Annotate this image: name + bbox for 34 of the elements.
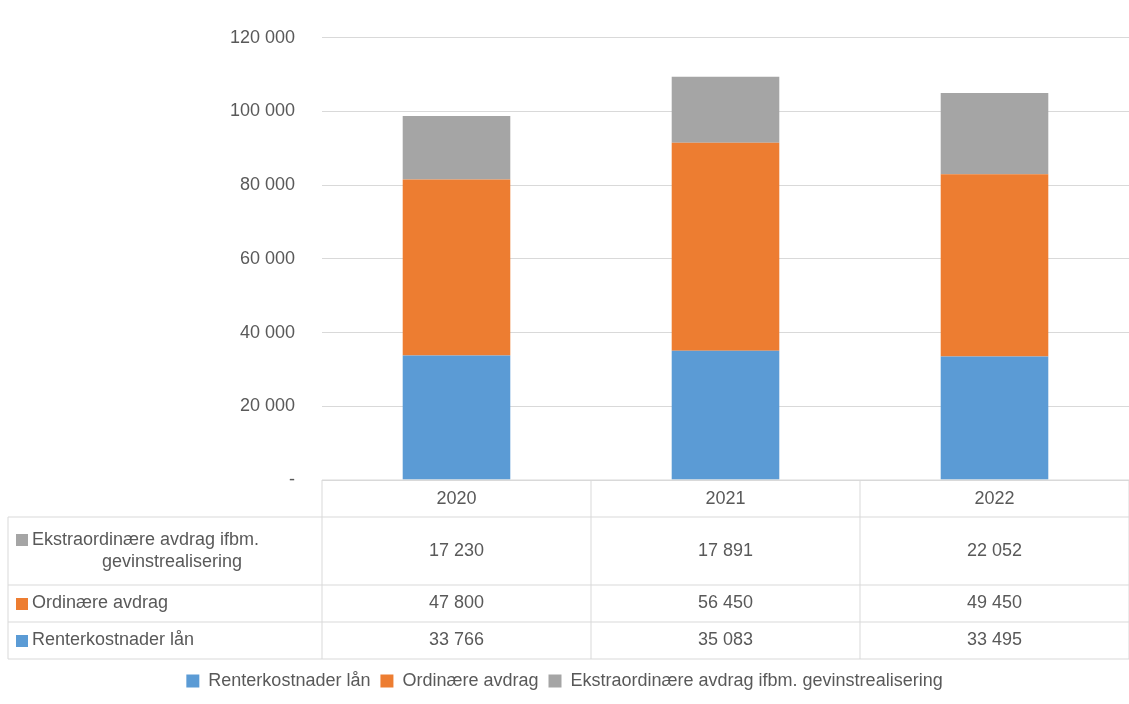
data-label: 17 230 xyxy=(428,539,485,560)
data-label: 56 450 xyxy=(697,592,754,613)
y-tick-label: 60 000 xyxy=(239,247,295,268)
bar xyxy=(671,142,780,351)
y-tick-label: - xyxy=(289,468,295,489)
text: Ekstraordinære avdrag ifbm. gevinstrealisering xyxy=(570,669,943,690)
bar xyxy=(402,115,511,180)
legend-label: Ordinære avdrag xyxy=(402,669,539,690)
data-label: 33 766 xyxy=(428,629,485,650)
y-tick-label: 40 000 xyxy=(239,321,295,342)
text: Ordinære avdrag xyxy=(32,592,169,613)
bar xyxy=(671,350,780,480)
text: Renterkostnader lån xyxy=(32,629,195,650)
data-label: 35 083 xyxy=(697,629,754,650)
bar xyxy=(940,93,1049,175)
bar xyxy=(402,179,511,356)
data-label: 33 495 xyxy=(966,629,1023,650)
y-tick-label: 80 000 xyxy=(239,174,295,195)
data-label: 22 052 xyxy=(966,539,1023,560)
bar xyxy=(940,174,1049,357)
bar xyxy=(940,356,1049,480)
y-tick-label: 100 000 xyxy=(229,100,295,121)
y-tick-label: 20 000 xyxy=(239,395,295,416)
legend-label: Ekstraordinære avdrag ifbm. gevinstrealisering xyxy=(32,528,260,571)
data-label: 49 450 xyxy=(966,592,1023,613)
x-tick-label: 2022 xyxy=(974,487,1015,508)
x-tick-label: 2020 xyxy=(436,487,477,508)
data-label: 17 891 xyxy=(697,539,754,560)
x-tick-label: 2021 xyxy=(705,487,746,508)
bar xyxy=(671,76,780,143)
data-label: 47 800 xyxy=(428,592,485,613)
y-tick-label: 120 000 xyxy=(229,26,295,47)
bar xyxy=(402,355,511,480)
legend-label: Renterkostnader lån xyxy=(208,669,371,690)
